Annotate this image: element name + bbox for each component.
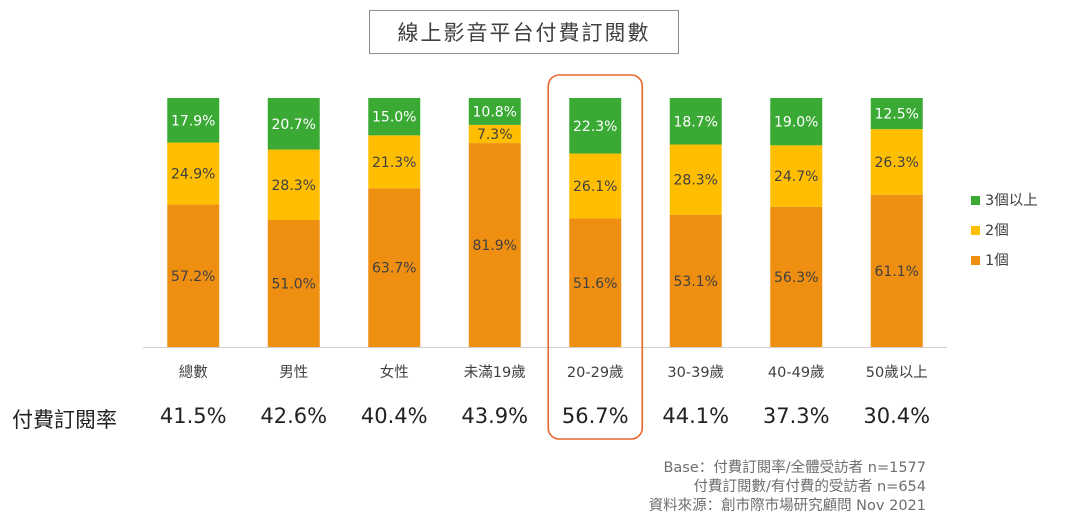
bar-segment-1 (870, 194, 923, 347)
bar-segment-1 (669, 214, 722, 347)
legend-label: 1個 (985, 252, 1009, 269)
rate-value: 37.3% (762, 404, 830, 428)
rate-value: 30.4% (863, 404, 931, 428)
legend-swatch (971, 196, 980, 205)
legend-swatch (971, 256, 980, 265)
bar-segment-3 (569, 98, 622, 154)
data-label: 61.1% (875, 264, 919, 280)
footnote-base: Base：付費訂閱率/全體受訪者 n=1577 (663, 460, 926, 476)
rate-value: 41.5% (159, 404, 227, 428)
data-label: 15.0% (372, 110, 416, 126)
rate-value: 40.4% (360, 404, 428, 428)
footnote-base-subscriptions: 付費訂閱數/有付費的受訪者 n=654 (693, 479, 926, 495)
data-label: 26.1% (573, 179, 617, 195)
legend-swatch (971, 226, 980, 235)
data-label: 12.5% (875, 107, 919, 123)
data-label: 17.9% (171, 113, 215, 129)
bar-segment-3 (669, 98, 722, 145)
bar-segment-2 (368, 135, 421, 189)
bar-segment-1 (770, 206, 823, 347)
data-label: 51.6% (573, 276, 617, 292)
data-label: 22.3% (573, 119, 617, 135)
data-label: 56.3% (774, 270, 818, 286)
category-label: 未滿19歲 (464, 364, 526, 381)
footnote-source: 資料來源：創市際市場研究顧問 Nov 2021 (648, 498, 926, 514)
data-label: 51.0% (272, 277, 316, 293)
data-label: 24.7% (774, 169, 818, 185)
bar-segment-3 (870, 98, 923, 130)
category-label: 總數 (179, 363, 208, 381)
bar-segment-3 (468, 98, 521, 125)
category-label: 20-29歲 (567, 364, 624, 381)
data-label: 53.1% (674, 274, 718, 290)
data-label: 81.9% (473, 238, 517, 254)
bar-segment-2 (569, 153, 622, 219)
bar-segment-2 (870, 129, 923, 195)
data-label: 7.3% (477, 127, 513, 143)
category-label: 男性 (279, 364, 308, 381)
bar-segment-1 (167, 204, 220, 347)
data-label: 28.3% (674, 173, 718, 189)
bar-segment-2 (267, 149, 320, 221)
bar-segment-1 (569, 218, 622, 347)
bar-segment-2 (468, 124, 521, 144)
data-label: 26.3% (875, 155, 919, 171)
bar-segment-3 (267, 98, 320, 150)
bar-segment-2 (167, 142, 220, 205)
data-label: 24.9% (171, 167, 215, 183)
category-label: 50歲以上 (866, 364, 928, 381)
bar-segment-1 (468, 143, 521, 347)
bar-segment-2 (770, 145, 823, 207)
category-label: 女性 (380, 363, 409, 381)
highlight-box (547, 74, 644, 440)
legend-label: 2個 (985, 222, 1009, 239)
bar-segment-1 (267, 220, 320, 347)
rate-value: 44.1% (662, 404, 730, 428)
data-label: 20.7% (272, 117, 316, 133)
rate-value: 56.7% (561, 404, 629, 428)
data-label: 57.2% (171, 269, 215, 285)
data-label: 19.0% (774, 115, 818, 131)
category-label: 30-39歲 (667, 364, 724, 381)
bar-segment-3 (368, 98, 421, 136)
bar-segment-1 (368, 188, 421, 347)
data-label: 10.8% (473, 104, 517, 120)
data-label: 28.3% (272, 178, 316, 194)
legend-label: 3個以上 (985, 192, 1038, 209)
bar-segment-3 (770, 98, 823, 146)
data-label: 21.3% (372, 155, 416, 171)
bar-segment-3 (167, 98, 220, 143)
rate-value: 43.9% (461, 404, 529, 428)
data-label: 63.7% (372, 261, 416, 277)
bar-segment-2 (669, 144, 722, 215)
category-label: 40-49歲 (768, 364, 825, 381)
chart-title: 線上影音平台付費訂閱數 (369, 10, 679, 54)
data-label: 18.7% (674, 114, 718, 130)
rate-row-label: 付費訂閱率 (12, 408, 117, 432)
rate-value: 42.6% (260, 404, 328, 428)
